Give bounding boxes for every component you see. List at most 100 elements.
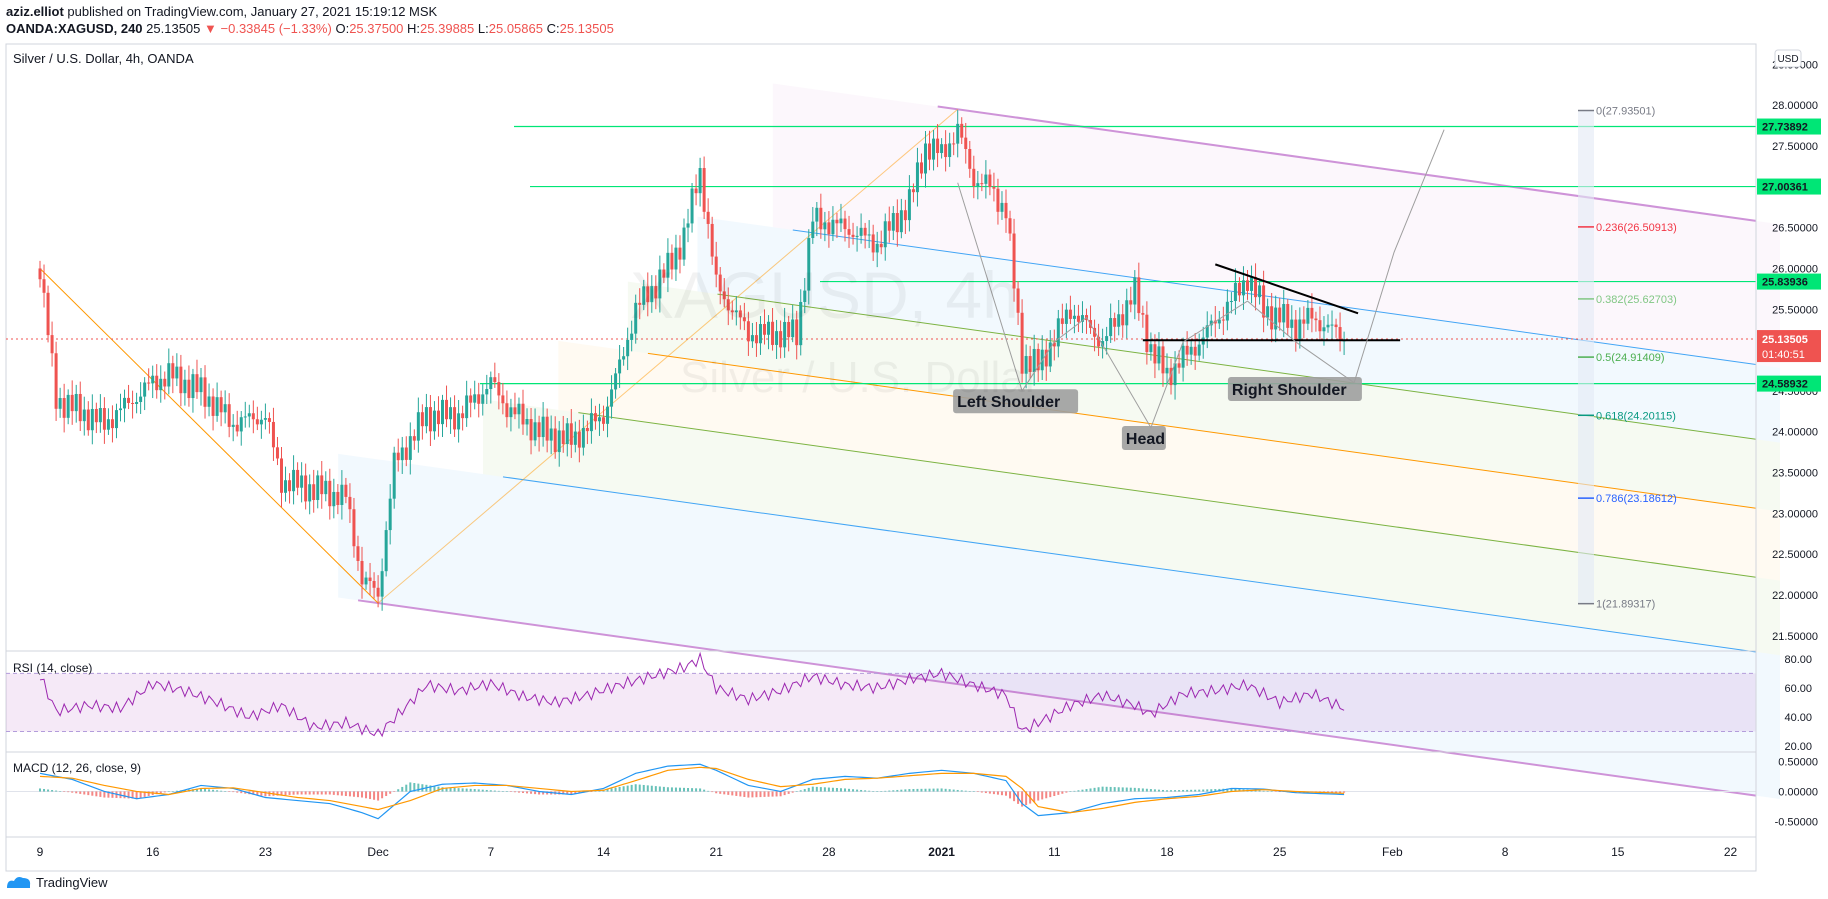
candle-body[interactable] — [1165, 367, 1169, 374]
candle-body[interactable] — [1153, 344, 1157, 364]
candle-body[interactable] — [936, 138, 940, 154]
candle-body[interactable] — [622, 356, 626, 360]
candle-body[interactable] — [1076, 315, 1080, 322]
candle-body[interactable] — [1322, 327, 1326, 332]
candle-body[interactable] — [428, 407, 432, 432]
candle-body[interactable] — [1149, 344, 1153, 353]
candle-body[interactable] — [1237, 282, 1241, 296]
candle-body[interactable] — [235, 424, 239, 432]
candle-body[interactable] — [332, 491, 336, 507]
candle-body[interactable] — [835, 219, 839, 224]
level-price-tag[interactable] — [1757, 118, 1821, 135]
candle-body[interactable] — [561, 430, 565, 445]
candle-body[interactable] — [70, 394, 74, 412]
candle-body[interactable] — [718, 274, 722, 292]
candle-body[interactable] — [90, 408, 94, 431]
candle-body[interactable] — [851, 234, 855, 237]
candle-body[interactable] — [1310, 307, 1314, 319]
candle-body[interactable] — [581, 427, 585, 448]
candle-body[interactable] — [577, 431, 581, 448]
candle-body[interactable] — [1068, 309, 1072, 319]
candle-body[interactable] — [501, 395, 505, 404]
candle-body[interactable] — [670, 252, 674, 270]
candle-body[interactable] — [1157, 346, 1161, 364]
candle-body[interactable] — [135, 402, 139, 404]
candle-body[interactable] — [424, 407, 428, 427]
candle-body[interactable] — [948, 143, 952, 158]
candle-body[interactable] — [634, 302, 638, 334]
candle-body[interactable] — [1338, 327, 1342, 341]
candle-body[interactable] — [436, 410, 440, 425]
candle-body[interactable] — [147, 382, 151, 384]
candle-body[interactable] — [191, 374, 195, 399]
candle-body[interactable] — [1129, 300, 1133, 305]
candle-body[interactable] — [883, 221, 887, 248]
candle-body[interactable] — [1161, 346, 1165, 374]
candle-body[interactable] — [517, 403, 521, 415]
candle-body[interactable] — [585, 427, 589, 432]
candle-body[interactable] — [288, 480, 292, 492]
candle-body[interactable] — [263, 418, 267, 420]
candle-body[interactable] — [932, 138, 936, 160]
candle-body[interactable] — [356, 546, 360, 561]
candle-body[interactable] — [364, 577, 368, 585]
candle-body[interactable] — [871, 234, 875, 253]
candle-body[interactable] — [1109, 318, 1113, 337]
pitchfork-green-rail[interactable] — [578, 412, 1757, 578]
candle-body[interactable] — [565, 423, 569, 445]
candle-body[interactable] — [1133, 277, 1137, 305]
candle-body[interactable] — [646, 286, 650, 303]
pitchfork-median-line[interactable] — [647, 352, 1757, 509]
candle-body[interactable] — [944, 144, 948, 158]
candle-body[interactable] — [441, 399, 444, 425]
candle-body[interactable] — [388, 498, 392, 531]
candle-body[interactable] — [38, 268, 42, 280]
candle-body[interactable] — [179, 366, 183, 394]
candle-body[interactable] — [630, 333, 634, 340]
candle-body[interactable] — [58, 398, 62, 409]
candle-body[interactable] — [545, 416, 549, 441]
candle-body[interactable] — [1334, 324, 1338, 328]
candle-body[interactable] — [384, 530, 388, 572]
rsi-line[interactable] — [39, 651, 1345, 738]
candle-body[interactable] — [666, 252, 670, 278]
candle-body[interactable] — [1113, 318, 1117, 327]
candle-body[interactable] — [485, 389, 489, 395]
level-price-tag[interactable] — [1757, 273, 1821, 290]
candle-body[interactable] — [380, 571, 384, 597]
candle-body[interactable] — [529, 419, 533, 441]
candle-body[interactable] — [976, 183, 980, 187]
candle-body[interactable] — [859, 227, 863, 236]
candle-body[interactable] — [151, 375, 155, 384]
candle-body[interactable] — [964, 137, 968, 150]
candle-body[interactable] — [259, 419, 263, 425]
candle-body[interactable] — [227, 404, 231, 427]
candle-body[interactable] — [1097, 336, 1101, 347]
candle-body[interactable] — [678, 247, 682, 260]
candle-body[interactable] — [915, 162, 919, 193]
candle-body[interactable] — [127, 397, 131, 403]
candle-body[interactable] — [602, 417, 605, 424]
candle-body[interactable] — [408, 436, 412, 460]
candle-body[interactable] — [155, 375, 159, 391]
candle-body[interactable] — [1282, 304, 1286, 323]
candle-body[interactable] — [823, 222, 827, 230]
candle-body[interactable] — [123, 397, 127, 409]
candle-body[interactable] — [1125, 300, 1129, 326]
candle-body[interactable] — [694, 188, 698, 194]
candle-body[interactable] — [686, 223, 690, 228]
candle-body[interactable] — [1101, 341, 1105, 347]
candle-body[interactable] — [1044, 349, 1048, 367]
candle-body[interactable] — [392, 452, 396, 499]
candle-body[interactable] — [404, 447, 408, 460]
pitchfork-upper-rail[interactable] — [937, 105, 1757, 222]
candle-body[interactable] — [416, 412, 420, 441]
candle-body[interactable] — [461, 413, 465, 419]
candle-body[interactable] — [1266, 306, 1270, 318]
candle-body[interactable] — [783, 321, 787, 348]
candle-body[interactable] — [626, 339, 630, 357]
candle-body[interactable] — [432, 410, 436, 432]
candle-body[interactable] — [968, 149, 972, 169]
candle-body[interactable] — [336, 491, 340, 505]
candle-body[interactable] — [247, 413, 251, 417]
